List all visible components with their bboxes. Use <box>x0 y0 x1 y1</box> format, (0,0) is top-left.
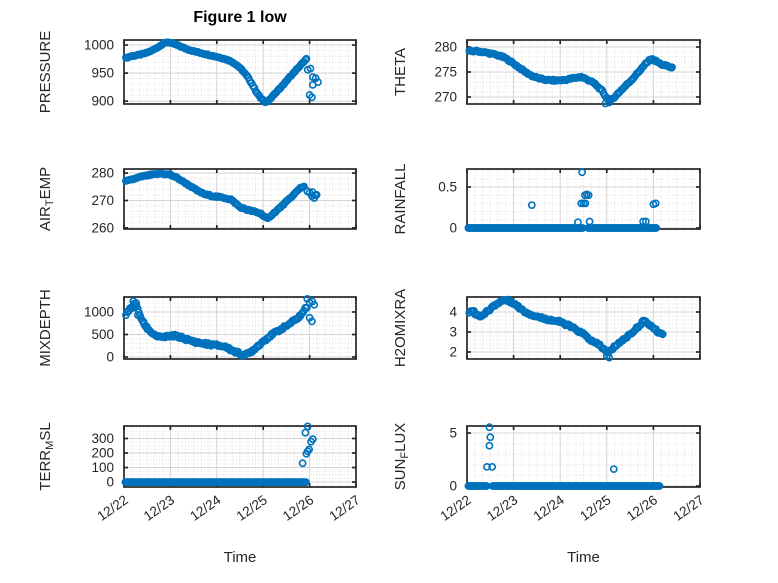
h2omixra-outliers <box>602 352 613 362</box>
rainfall-zeros-b <box>584 224 661 232</box>
terr-msl-ylabel: TERRMSL <box>37 422 56 490</box>
axes-box <box>123 39 357 105</box>
x-tick-label: 12/23 <box>141 492 177 524</box>
x-tick-label: 12/23 <box>484 492 520 524</box>
subplot-sun-flux: 0 5 SUNFLUX 12/22 12/23 12/24 12/25 12/26 12/27 <box>392 423 707 524</box>
x-tick-label: 12/25 <box>577 492 613 524</box>
pressure-trend <box>122 38 311 107</box>
pressure-y-tick-label: 950 <box>91 66 114 81</box>
x-tick-label: 12/27 <box>670 492 706 524</box>
subplot-h2omixra: 2 3 4 H2OMIXRA <box>392 289 701 367</box>
x-tick-label: 12/25 <box>234 492 270 524</box>
major-grid <box>466 297 701 359</box>
sun-flux-y-tick-label: 5 <box>449 426 457 441</box>
subplot-mixdepth: 0 500 1000 MIXDEPTH <box>37 289 357 367</box>
sun-flux-events <box>483 423 618 473</box>
tick-marks <box>123 297 357 359</box>
terr-msl-y-tick-label: 0 <box>106 475 114 490</box>
minor-grid <box>124 169 356 229</box>
h2omixra-y-tick-label: 4 <box>449 305 457 320</box>
sun-flux-ylabel: SUNFLUX <box>392 423 411 491</box>
pressure-ylabel: PRESSURE <box>37 31 54 114</box>
air-temp-trend <box>122 169 308 223</box>
h2omixra-y-tick-label: 3 <box>449 325 457 340</box>
theta-y-tick-label: 280 <box>434 40 457 55</box>
h2omixra-ylabel: H2OMIXRA <box>392 289 409 367</box>
figure-title: Figure 1 low <box>193 9 287 26</box>
minor-grid <box>467 169 700 229</box>
terr-msl-y-tick-label: 300 <box>91 431 114 446</box>
theta-ylabel: THETA <box>392 48 409 96</box>
tick-marks <box>466 297 701 359</box>
rainfall-y-tick-label: 0 <box>449 221 457 236</box>
rainfall-events <box>527 168 660 227</box>
mixdepth-y-tick-label: 500 <box>91 327 114 342</box>
air-temp-ylabel: AIRTEMP <box>37 167 56 231</box>
axes-box <box>123 168 357 230</box>
axes-box <box>123 296 357 360</box>
axes-box <box>466 168 701 230</box>
pressure-y-tick-label: 1000 <box>84 38 114 53</box>
subplot-air-temp: 260 270 280 AIRTEMP <box>37 166 357 235</box>
subplot-theta: 270 275 280 THETA <box>392 39 701 108</box>
tick-marks <box>466 169 701 229</box>
x-tick-label: 12/27 <box>326 492 362 524</box>
theta-y-tick-label: 270 <box>434 90 457 105</box>
axes-box <box>123 425 357 488</box>
rainfall-ylabel: RAINFALL <box>392 164 409 235</box>
x-tick-label: 12/22 <box>437 492 473 524</box>
air-temp-y-tick-label: 280 <box>91 166 114 181</box>
terr-msl-zeros <box>121 478 310 486</box>
major-grid <box>123 169 357 229</box>
x-tick-label: 12/24 <box>531 492 568 524</box>
h2omixra-y-tick-label: 2 <box>449 345 457 360</box>
theta-trend <box>465 46 676 104</box>
theta-y-tick-label: 275 <box>434 65 457 80</box>
terr-msl-y-tick-label: 100 <box>91 460 114 475</box>
pressure-outliers <box>303 64 322 102</box>
sun-flux-zeros-b <box>488 482 664 490</box>
minor-grid <box>467 297 700 359</box>
major-grid <box>466 40 701 104</box>
mixdepth-trend <box>122 299 311 360</box>
sun-flux-zeros-a <box>464 482 491 490</box>
rainfall-y-tick-label: 0.5 <box>438 180 457 195</box>
mixdepth-ylabel: MIXDEPTH <box>37 289 54 367</box>
theta-outliers <box>601 98 613 108</box>
mixdepth-outliers <box>129 294 319 326</box>
minor-grid <box>467 426 700 487</box>
terr-msl-events <box>298 422 317 468</box>
air-temp-y-tick-label: 260 <box>91 220 114 235</box>
x-tick-label: 12/26 <box>280 492 316 524</box>
air-temp-y-tick-label: 270 <box>91 193 114 208</box>
mixdepth-y-tick-label: 1000 <box>84 304 114 319</box>
x-axis-label-left: Time <box>223 549 257 566</box>
tick-marks <box>466 40 701 104</box>
mixdepth-y-tick-label: 0 <box>106 350 114 365</box>
rainfall-zeros-a <box>464 224 587 232</box>
sun-flux-y-tick-label: 0 <box>449 479 457 494</box>
subplot-rainfall: 0 0.5 RAINFALL <box>392 164 701 236</box>
air-temp-outliers <box>303 187 321 202</box>
major-grid <box>466 169 701 229</box>
x-tick-label: 12/24 <box>187 492 224 524</box>
terr-msl-y-tick-label: 200 <box>91 446 114 461</box>
x-tick-label: 12/22 <box>94 492 130 524</box>
tick-marks <box>123 169 357 229</box>
pressure-y-tick-label: 900 <box>91 94 114 109</box>
h2omixra-trend <box>465 295 667 357</box>
x-tick-label: 12/26 <box>624 492 660 524</box>
axes-box <box>466 296 701 360</box>
subplot-pressure: 900 950 1000 PRESSURE <box>37 31 357 114</box>
x-axis-label-right: Time <box>567 549 600 566</box>
minor-grid <box>124 426 356 487</box>
